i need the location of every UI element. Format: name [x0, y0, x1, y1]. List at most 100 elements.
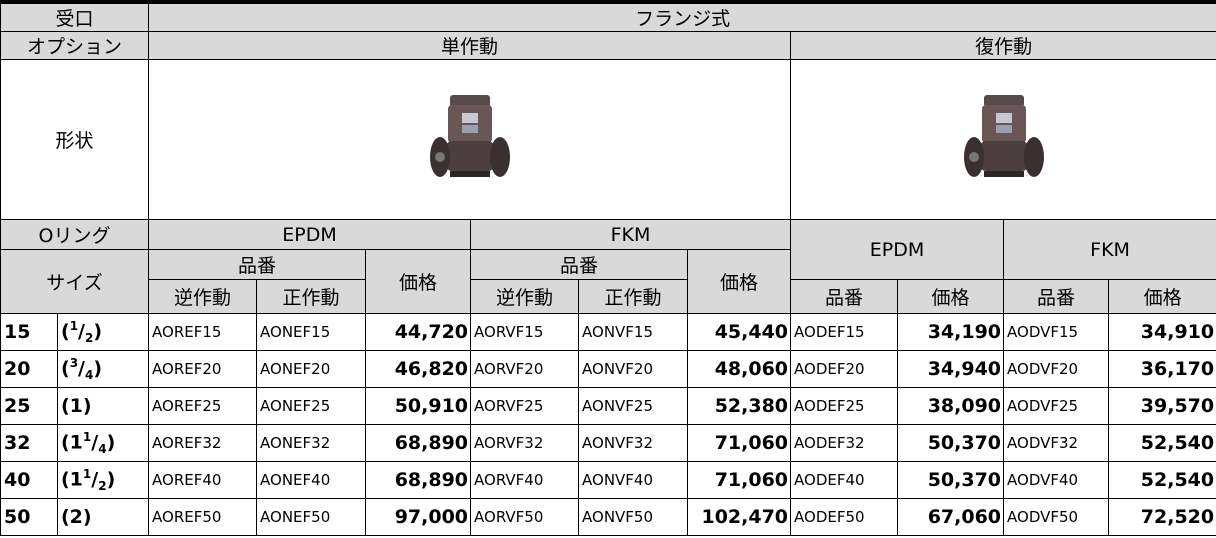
price-cell: 45,440 — [687, 313, 792, 351]
price-cell: 38,090 — [897, 387, 1005, 425]
size-cell: 32 — [0, 424, 58, 462]
header-cell: 品番 — [148, 249, 367, 280]
fraction-part: ) — [106, 468, 116, 491]
part-number-cell: AORVF20 — [470, 350, 580, 388]
part-number-cell: AODVF32 — [1003, 424, 1110, 462]
header-cell: EPDM — [148, 219, 472, 250]
part-number-cell: AOREF20 — [148, 350, 258, 388]
header-cell: 逆作動 — [470, 279, 580, 314]
fraction-cell: (2) — [56, 498, 150, 536]
part-number-cell: AODEF32 — [790, 424, 899, 462]
table-row: 40 (11/2) AOREF40 AONEF40 68,890 AORVF40 AONVF… — [0, 461, 1216, 499]
part-number-cell: AODVF15 — [1003, 313, 1110, 351]
fraction-part: ) — [106, 431, 116, 454]
part-number-cell: AONVF32 — [578, 424, 689, 462]
fraction-part: 4 — [85, 368, 94, 383]
part-number-cell: AOREF50 — [148, 498, 258, 536]
image-cell — [790, 59, 1216, 220]
price-cell: 34,190 — [897, 313, 1005, 351]
part-number-cell: AONEF50 — [256, 498, 367, 536]
header-cell: 逆作動 — [148, 279, 258, 314]
table-row: 32 (11/4) AOREF32 AONEF32 68,890 AORVF32 AONVF… — [0, 424, 1216, 462]
table-row: 50 (2) AOREF50 AONEF50 97,000 AORVF50 AONVF50 1… — [0, 498, 1216, 536]
fraction-part: (1 — [61, 431, 83, 454]
fraction-part: 1 — [69, 318, 79, 333]
fraction-part: / — [78, 357, 85, 380]
table-row: 20 (3/4) AOREF20 AONEF20 46,820 AORVF20 AONVF2… — [0, 350, 1216, 388]
part-number-cell: AONEF15 — [256, 313, 367, 351]
price-table: 受口 フランジ式 オプション 単作動 復作動 形状 — [0, 3, 1216, 536]
part-number-cell: AORVF50 — [470, 498, 580, 536]
price-cell: 50,910 — [365, 387, 472, 425]
fraction-part: 1 — [82, 466, 92, 481]
header-cell: 復作動 — [790, 31, 1216, 60]
price-cell: 34,940 — [897, 350, 1005, 388]
part-number-cell: AODEF25 — [790, 387, 899, 425]
header-cell: 正作動 — [578, 279, 689, 314]
header-cell: FKM — [470, 219, 792, 250]
header-cell: 品番 — [1003, 279, 1110, 314]
price-cell: 52,380 — [687, 387, 792, 425]
size-cell: 25 — [0, 387, 58, 425]
image-cell — [148, 59, 792, 220]
part-number-cell: AONEF20 — [256, 350, 367, 388]
fraction-part: (1) — [61, 395, 92, 417]
table-row: 15 (1/2) AOREF15 AONEF15 44,720 AORVF15 AONVF1… — [0, 313, 1216, 351]
header-cell: 単作動 — [148, 31, 792, 60]
fraction-cell: (11/2) — [56, 461, 150, 499]
price-cell: 68,890 — [365, 424, 472, 462]
part-number-cell: AODEF20 — [790, 350, 899, 388]
header-cell: FKM — [1003, 219, 1216, 280]
fraction-cell: (3/4) — [56, 350, 150, 388]
fraction-part: ( — [61, 320, 70, 343]
header-cell: フランジ式 — [148, 3, 1216, 32]
header-cell: 価格 — [897, 279, 1005, 314]
fraction-part: 2 — [98, 479, 107, 494]
size-cell: 40 — [0, 461, 58, 499]
price-cell: 102,470 — [687, 498, 792, 536]
price-cell: 72,520 — [1108, 498, 1216, 536]
fraction-part: (1 — [61, 468, 83, 491]
header-cell: オプション — [0, 31, 150, 60]
header-cell: 正作動 — [256, 279, 367, 314]
fraction-part: 2 — [85, 331, 94, 346]
part-number-cell: AONVF40 — [578, 461, 689, 499]
price-cell: 68,890 — [365, 461, 472, 499]
header-cell: 品番 — [790, 279, 899, 314]
fraction-part: 3 — [69, 355, 79, 370]
header-cell: 価格 — [365, 249, 472, 314]
part-number-cell: AONVF50 — [578, 498, 689, 536]
part-number-cell: AONEF40 — [256, 461, 367, 499]
header-cell: EPDM — [790, 219, 1005, 280]
size-cell: 15 — [0, 313, 58, 351]
fraction-part: (2) — [61, 506, 92, 528]
part-number-cell: AOREF15 — [148, 313, 258, 351]
price-cell: 97,000 — [365, 498, 472, 536]
part-number-cell: AONVF20 — [578, 350, 689, 388]
part-number-cell: AODVF40 — [1003, 461, 1110, 499]
part-number-cell: AORVF32 — [470, 424, 580, 462]
valve-image — [963, 95, 1044, 177]
price-cell: 34,910 — [1108, 313, 1216, 351]
price-cell: 36,170 — [1108, 350, 1216, 388]
part-number-cell: AOREF25 — [148, 387, 258, 425]
part-number-cell: AODEF40 — [790, 461, 899, 499]
price-cell: 71,060 — [687, 424, 792, 462]
fraction-part: / — [91, 431, 99, 454]
part-number-cell: AORVF25 — [470, 387, 580, 425]
fraction-part: 1 — [82, 429, 92, 444]
price-cell: 39,570 — [1108, 387, 1216, 425]
part-number-cell: AODVF20 — [1003, 350, 1110, 388]
header-cell: 形状 — [0, 59, 150, 220]
part-number-cell: AOREF40 — [148, 461, 258, 499]
header-cell: Oリング — [0, 219, 150, 250]
table-row: 25 (1) AOREF25 AONEF25 50,910 AORVF25 AONVF25 5… — [0, 387, 1216, 425]
part-number-cell: AONEF32 — [256, 424, 367, 462]
size-cell: 50 — [0, 498, 58, 536]
price-cell: 71,060 — [687, 461, 792, 499]
fraction-cell: (1) — [56, 387, 150, 425]
part-number-cell: AONEF25 — [256, 387, 367, 425]
part-number-cell: AODVF25 — [1003, 387, 1110, 425]
price-cell: 52,540 — [1108, 461, 1216, 499]
